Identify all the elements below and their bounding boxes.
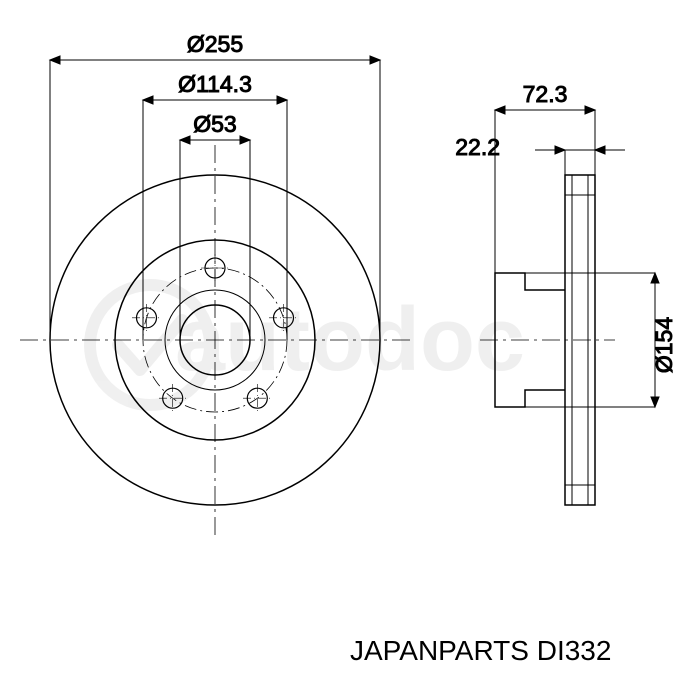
dim-thickness: 22.2 (455, 134, 500, 160)
dim-width: 72.3 (523, 81, 568, 107)
brand-label: JAPANPARTS DI332 (350, 635, 611, 666)
brand-name: JAPANPARTS (350, 635, 529, 666)
svg-text:autodoc: autodoc (175, 290, 525, 390)
dim-pcd: Ø114.3 (178, 71, 252, 97)
dim-hat: Ø154 (651, 317, 677, 373)
svg-text:JAPANPARTS DI332: JAPANPARTS DI332 (350, 635, 611, 666)
dim-hub: Ø53 (193, 111, 236, 137)
technical-drawing: autodoc (0, 0, 700, 700)
dim-outer: Ø255 (187, 31, 243, 57)
part-number: DI332 (537, 635, 612, 666)
